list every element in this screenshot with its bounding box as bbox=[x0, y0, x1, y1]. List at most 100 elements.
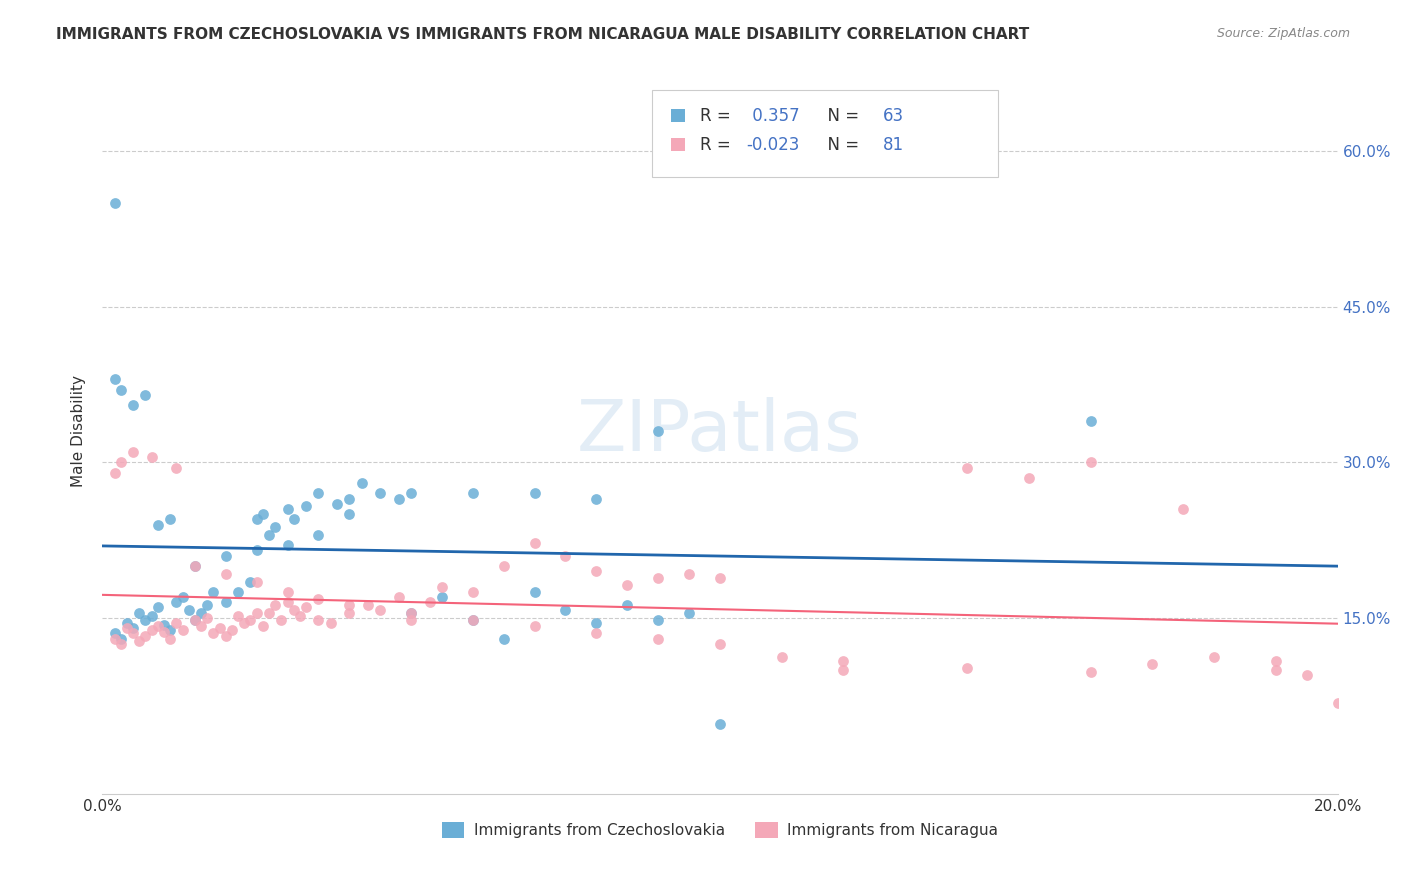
Point bbox=[461, 486, 484, 500]
Point bbox=[585, 564, 607, 578]
Text: IMMIGRANTS FROM CZECHOSLOVAKIA VS IMMIGRANTS FROM NICARAGUA MALE DISABILITY CORR: IMMIGRANTS FROM CZECHOSLOVAKIA VS IMMIGR… bbox=[56, 27, 1029, 42]
Point bbox=[523, 486, 546, 500]
Point bbox=[554, 549, 576, 563]
Point bbox=[307, 528, 329, 542]
Point bbox=[177, 602, 200, 616]
Point bbox=[368, 486, 391, 500]
Point bbox=[523, 536, 546, 550]
Point bbox=[134, 630, 156, 644]
Point bbox=[239, 613, 262, 627]
FancyBboxPatch shape bbox=[671, 109, 685, 122]
Point bbox=[103, 632, 125, 646]
Point bbox=[523, 585, 546, 599]
Text: N =: N = bbox=[817, 107, 865, 125]
Text: R =: R = bbox=[700, 107, 735, 125]
Point bbox=[709, 637, 731, 651]
Point bbox=[215, 549, 238, 563]
Point bbox=[1326, 696, 1348, 710]
Point bbox=[165, 615, 187, 630]
Point bbox=[146, 517, 169, 532]
Point bbox=[430, 590, 453, 604]
Point bbox=[159, 624, 181, 638]
Point bbox=[226, 608, 249, 623]
Point bbox=[276, 595, 298, 609]
Point bbox=[276, 502, 298, 516]
Point bbox=[616, 599, 638, 613]
Point bbox=[1264, 663, 1286, 677]
Text: R =: R = bbox=[700, 136, 735, 153]
Point bbox=[128, 606, 150, 620]
Point bbox=[110, 637, 132, 651]
Point bbox=[110, 383, 132, 397]
Point bbox=[647, 424, 669, 438]
Legend: Immigrants from Czechoslovakia, Immigrants from Nicaragua: Immigrants from Czechoslovakia, Immigran… bbox=[436, 816, 1004, 845]
Point bbox=[153, 625, 176, 640]
Point bbox=[226, 585, 249, 599]
FancyBboxPatch shape bbox=[652, 90, 998, 178]
Point bbox=[103, 196, 125, 211]
Point bbox=[246, 606, 269, 620]
Point bbox=[288, 608, 311, 623]
Point bbox=[832, 654, 855, 668]
Point bbox=[678, 606, 700, 620]
Point bbox=[122, 398, 145, 412]
Point bbox=[1018, 471, 1040, 485]
Point bbox=[110, 455, 132, 469]
FancyBboxPatch shape bbox=[671, 138, 685, 152]
Point bbox=[399, 606, 422, 620]
Text: ZIPatlas: ZIPatlas bbox=[576, 397, 863, 466]
Point bbox=[350, 476, 373, 491]
Text: 63: 63 bbox=[883, 107, 904, 125]
Point bbox=[195, 599, 218, 613]
Point bbox=[276, 538, 298, 552]
Point bbox=[246, 574, 269, 589]
Point bbox=[419, 595, 441, 609]
Point bbox=[523, 619, 546, 633]
Point bbox=[616, 577, 638, 591]
Point bbox=[146, 600, 169, 615]
Point bbox=[172, 590, 194, 604]
Point bbox=[257, 528, 280, 542]
Point bbox=[770, 650, 793, 665]
Point bbox=[283, 512, 305, 526]
Point bbox=[159, 512, 181, 526]
Point bbox=[190, 606, 212, 620]
Point bbox=[134, 388, 156, 402]
Point bbox=[956, 660, 979, 674]
Point bbox=[122, 621, 145, 635]
Point bbox=[461, 585, 484, 599]
Point bbox=[115, 621, 138, 635]
Point bbox=[146, 619, 169, 633]
Point bbox=[128, 633, 150, 648]
Text: -0.023: -0.023 bbox=[747, 136, 800, 153]
Text: 0.357: 0.357 bbox=[747, 107, 799, 125]
Point bbox=[184, 559, 207, 574]
Point bbox=[956, 460, 979, 475]
Point bbox=[337, 491, 360, 506]
Point bbox=[103, 466, 125, 480]
Point bbox=[172, 624, 194, 638]
Point bbox=[103, 372, 125, 386]
Point bbox=[399, 486, 422, 500]
Point bbox=[153, 618, 176, 632]
Point bbox=[461, 613, 484, 627]
Point bbox=[264, 599, 287, 613]
Point bbox=[368, 602, 391, 616]
Point bbox=[246, 543, 269, 558]
Point bbox=[215, 595, 238, 609]
Y-axis label: Male Disability: Male Disability bbox=[72, 376, 86, 487]
Point bbox=[184, 613, 207, 627]
Point bbox=[399, 613, 422, 627]
Point bbox=[1295, 668, 1317, 682]
Point bbox=[239, 574, 262, 589]
Point bbox=[134, 613, 156, 627]
Point bbox=[357, 599, 380, 613]
Point bbox=[585, 491, 607, 506]
Point bbox=[307, 486, 329, 500]
Point bbox=[1080, 414, 1102, 428]
Point bbox=[388, 491, 411, 506]
Point bbox=[202, 626, 225, 640]
Text: N =: N = bbox=[817, 136, 865, 153]
Point bbox=[678, 567, 700, 582]
Point bbox=[283, 602, 305, 616]
